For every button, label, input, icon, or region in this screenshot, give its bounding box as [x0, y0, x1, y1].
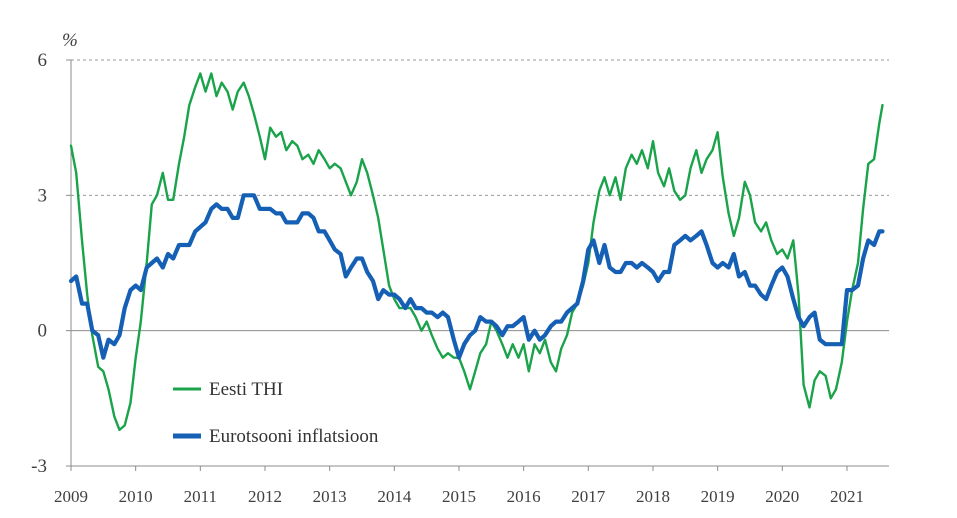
x-tick-label: 2015: [442, 487, 476, 506]
y-tick-label: -3: [31, 456, 47, 477]
x-tick-label: 2019: [701, 487, 735, 506]
x-tick-label: 2009: [54, 487, 88, 506]
y-tick-label: 6: [38, 50, 48, 71]
y-tick-label: 3: [38, 185, 48, 206]
x-tick-label: 2020: [765, 487, 799, 506]
axes: [66, 59, 889, 471]
series-line-eurotsooni-inflatsioon: [68, 193, 885, 360]
y-axis-tick-labels: 6 3 0 -3: [31, 50, 47, 477]
y-tick-label: 0: [38, 321, 48, 342]
x-tick-label: 2013: [313, 487, 347, 506]
series-lines: [68, 72, 885, 432]
gridlines: [71, 59, 889, 332]
legend-label-eurotsooni-inflatsioon: Eurotsooni inflatsioon: [209, 426, 379, 447]
x-tick-label: 2010: [119, 487, 153, 506]
x-axis-tick-labels: 2009 2010 2011 2012 2013 2014 2015 2016 2017 2018…: [54, 487, 864, 506]
y-axis-unit: %: [62, 30, 78, 51]
x-tick-label: 2017: [571, 487, 606, 506]
series-line-eesti-thi: [69, 72, 884, 432]
x-tick-label: 2014: [377, 487, 412, 506]
legend-label-eesti-thi: Eesti THI: [209, 379, 283, 400]
legend: Eesti THI Eurotsooni inflatsioon: [173, 379, 379, 447]
x-tick-label: 2011: [184, 487, 217, 506]
x-tick-label: 2021: [830, 487, 864, 506]
x-tick-label: 2012: [248, 487, 282, 506]
x-tick-label: 2016: [507, 487, 541, 506]
x-tick-label: 2018: [636, 487, 670, 506]
